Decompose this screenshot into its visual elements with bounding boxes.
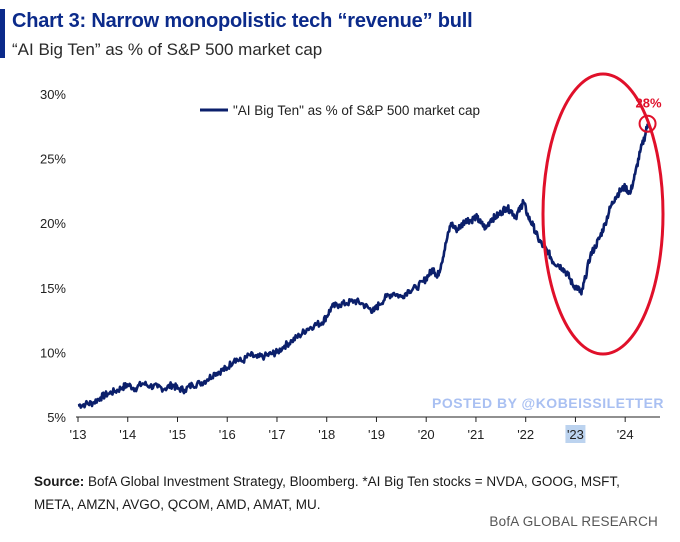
x-tick-label: '14 <box>119 427 136 442</box>
brand-footer: BofA GLOBAL RESEARCH <box>489 514 658 529</box>
annotations: 28% <box>541 72 665 356</box>
peak-marker-circle <box>638 114 657 133</box>
y-tick-label: 20% <box>40 216 66 231</box>
axes: 5% 10% 15% 20% 25% 30% '13 '14 '15 '16 '17 '18 '19 '2… <box>40 87 660 443</box>
series-line <box>77 123 649 409</box>
series-layer <box>77 123 649 409</box>
x-tick-label: '23 <box>567 427 584 442</box>
x-tick-label: '18 <box>318 427 335 442</box>
line-chart: 5% 10% 15% 20% 25% 30% '13 '14 '15 '16 '17 '18 '19 '2… <box>40 72 665 443</box>
legend: "AI Big Ten" as % of S&P 500 market cap <box>200 103 480 118</box>
y-tick-label: 15% <box>40 281 66 296</box>
watermark: POSTED BY @KOBEISSILETTER <box>432 395 664 411</box>
y-tick-label: 5% <box>47 410 66 425</box>
x-tick-label: '15 <box>169 427 186 442</box>
x-tick-label: '17 <box>268 427 285 442</box>
x-tick-label: '13 <box>70 427 87 442</box>
source-note: Source: BofA Global Investment Strategy,… <box>34 470 654 516</box>
title-accent-bar <box>0 9 5 58</box>
y-tick-label: 30% <box>40 87 66 102</box>
chart-subtitle: “AI Big Ten” as % of S&P 500 market cap <box>12 40 323 59</box>
x-tick-label: '20 <box>418 427 435 442</box>
source-label: Source: <box>34 474 85 489</box>
x-tick-label: '21 <box>467 427 484 442</box>
x-tick-label: '19 <box>368 427 385 442</box>
x-tick-label: '22 <box>517 427 534 442</box>
y-tick-label: 25% <box>40 152 66 167</box>
chart-title: Chart 3: Narrow monopolistic tech “reven… <box>12 10 473 32</box>
legend-label: "AI Big Ten" as % of S&P 500 market cap <box>233 103 480 118</box>
source-text: BofA Global Investment Strategy, Bloombe… <box>34 474 620 512</box>
watermark-text: POSTED BY @KOBEISSILETTER <box>432 395 664 411</box>
x-tick-label: '24 <box>617 427 634 442</box>
highlight-ellipse <box>541 72 665 356</box>
peak-value-label: 28% <box>636 96 662 111</box>
x-tick-label: '16 <box>219 427 236 442</box>
y-tick-label: 10% <box>40 345 66 360</box>
x-tick-highlight <box>565 425 586 443</box>
